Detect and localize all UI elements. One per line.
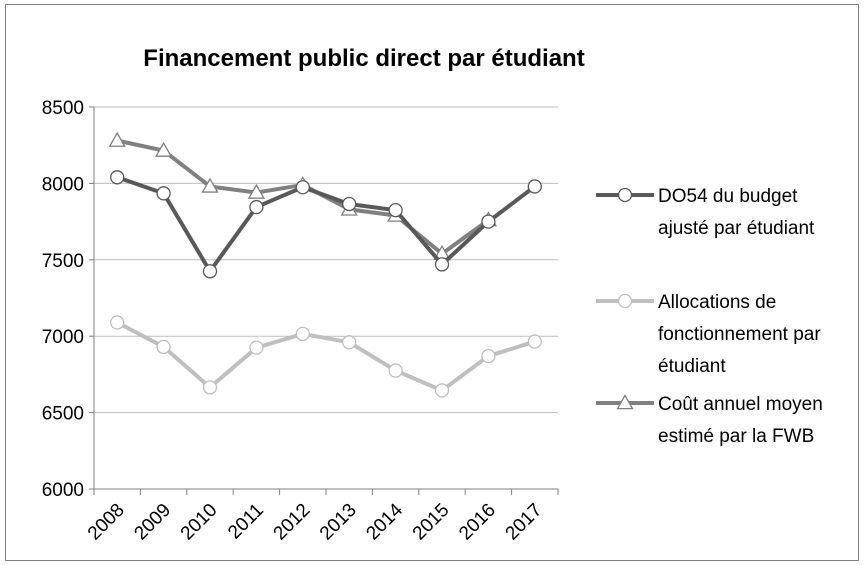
legend-label: DO54 du budget [658, 186, 798, 207]
data-point-circle [481, 348, 496, 364]
x-tick-label: 2011 [224, 500, 268, 544]
y-tick-label: 8000 [42, 174, 84, 195]
x-tick-label: 2017 [502, 500, 547, 545]
data-point-triangle [108, 131, 126, 147]
legend-label: estimé par la FWB [658, 426, 814, 447]
series-line [116, 175, 537, 274]
data-point-circle [249, 340, 264, 355]
legend-label: fonctionnement par [658, 324, 821, 345]
x-tick-label: 2009 [130, 500, 175, 545]
data-point-triangle [201, 177, 219, 193]
data-point-circle [527, 179, 542, 194]
legend-label: étudiant [658, 356, 726, 377]
legend-label: Allocations de [658, 292, 776, 313]
x-tick-label: 2014 [362, 499, 407, 544]
series-line [116, 320, 536, 393]
data-point-circle [617, 187, 633, 203]
data-point-circle [295, 326, 310, 342]
data-point-circle [388, 363, 403, 378]
chart-frame: Financement public direct par étudiant 6… [5, 4, 859, 561]
data-point-triangle [616, 394, 634, 410]
x-tick-label: 2013 [316, 500, 361, 545]
legend-entry: Allocations de fonctionnement par étudiant [596, 292, 821, 377]
series-layer [108, 131, 542, 398]
legend-entry: Coût annuel moyen estimé par la FWB [596, 394, 823, 447]
y-tick-label: 7000 [42, 327, 84, 348]
data-point-circle [249, 199, 264, 215]
x-tick-label: 2008 [84, 500, 129, 545]
data-point-circle [388, 202, 403, 218]
data-point-circle [295, 180, 310, 195]
data-point-circle [110, 315, 125, 330]
legend-label: Coût annuel moyen [658, 394, 823, 415]
data-point-circle [342, 196, 357, 212]
data-point-circle [617, 293, 633, 309]
series-line [116, 138, 490, 256]
data-point-triangle [247, 183, 266, 199]
data-point-circle [481, 214, 496, 229]
x-tick-label: 2015 [409, 500, 454, 545]
data-point-circle [527, 334, 542, 349]
x-tick-label: 2010 [177, 500, 222, 545]
data-point-circle [156, 186, 171, 201]
line-chart: Financement public direct par étudiant 6… [42, 45, 823, 545]
y-tick-label: 6500 [42, 404, 84, 425]
series-0 [110, 170, 542, 279]
legend: DO54 du budget ajusté par étudiant Allocat… [596, 186, 823, 447]
data-point-circle [434, 383, 450, 398]
chart-title: Financement public direct par étudiant [143, 45, 584, 72]
data-point-circle [434, 257, 450, 272]
y-tick-label: 8500 [42, 98, 84, 119]
data-point-circle [110, 170, 125, 185]
data-point-circle [156, 339, 171, 355]
legend-entry: DO54 du budget ajusté par étudiant [596, 186, 815, 239]
legend-label: ajusté par étudiant [658, 218, 815, 239]
data-point-circle [342, 335, 357, 350]
data-point-triangle [154, 141, 173, 157]
data-point-circle [202, 380, 218, 395]
x-tick-label: 2012 [270, 500, 315, 545]
series-1 [110, 315, 542, 398]
y-tick-label: 7500 [42, 251, 84, 272]
gridlines [94, 106, 558, 414]
y-tick-label: 6000 [42, 480, 84, 501]
x-tick-label: 2016 [455, 500, 500, 545]
data-point-circle [202, 264, 218, 279]
